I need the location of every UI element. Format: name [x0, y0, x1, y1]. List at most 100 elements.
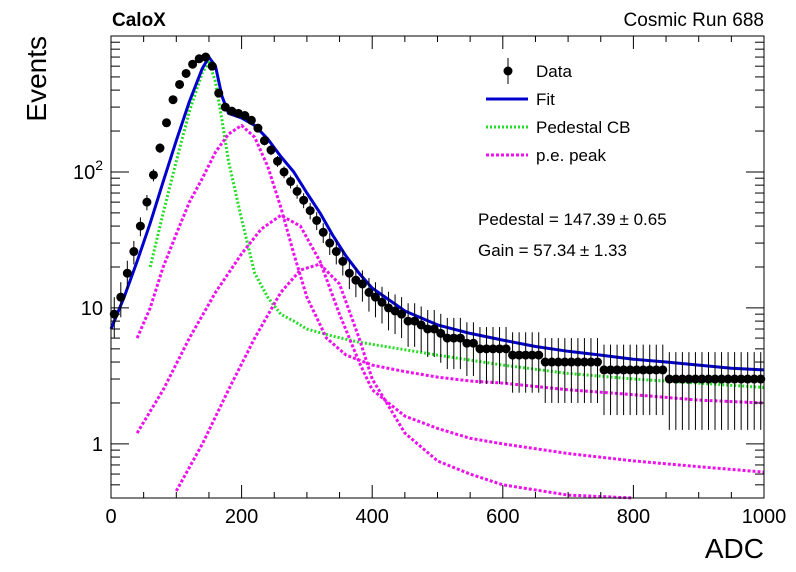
legend-label-data: Data [536, 62, 572, 81]
data-marker [240, 111, 250, 121]
data-marker [599, 365, 609, 375]
data-marker [717, 374, 727, 384]
data-point [717, 352, 727, 430]
data-marker [155, 143, 165, 153]
data-point [181, 68, 191, 78]
data-point [664, 352, 674, 430]
data-point [566, 338, 576, 403]
data-marker [331, 247, 341, 257]
data-point [481, 327, 491, 384]
data-point [325, 233, 335, 255]
data-marker [201, 52, 211, 62]
data-marker [286, 177, 296, 187]
data-marker [312, 215, 322, 225]
data-marker [220, 102, 230, 112]
legend-label-fit: Fit [536, 90, 555, 109]
data-marker [292, 186, 302, 196]
data-marker [148, 170, 158, 180]
data-marker [259, 136, 269, 146]
data-marker [273, 156, 283, 166]
legend-item-pe: p.e. peak [486, 146, 606, 165]
legend-item-data: Data [503, 58, 572, 84]
y-axis-title: Events [21, 36, 52, 122]
data-marker [527, 350, 537, 360]
data-point [292, 184, 302, 199]
data-point [697, 352, 707, 430]
data-point [364, 277, 374, 312]
data-marker [455, 333, 465, 343]
data-marker [671, 374, 681, 384]
data-marker [723, 374, 733, 384]
data-point [606, 344, 616, 416]
data-point [188, 59, 198, 69]
data-point [162, 118, 172, 128]
data-marker [370, 292, 380, 302]
data-marker [266, 145, 276, 155]
data-point [645, 344, 655, 416]
data-point [266, 145, 276, 156]
data-point [579, 338, 589, 403]
data-marker [214, 88, 224, 98]
data-marker [135, 221, 145, 231]
data-marker [749, 374, 759, 384]
data-point [416, 306, 426, 352]
data-marker [410, 316, 420, 326]
pe-peak-curve [174, 262, 634, 500]
data-marker [357, 279, 367, 289]
data-point [743, 352, 753, 430]
data-marker [416, 320, 426, 330]
data-marker [514, 350, 524, 360]
x-tick-label: 200 [225, 506, 258, 528]
data-point [148, 169, 158, 182]
data-point [312, 212, 322, 231]
data-marker [743, 374, 753, 384]
data-point [723, 352, 733, 430]
data-point [357, 270, 367, 302]
x-axis: 0 200 400 600 800 1000 [105, 36, 786, 528]
data-marker [632, 365, 642, 375]
data-point [514, 332, 524, 393]
data-marker [462, 338, 472, 348]
data-point [462, 322, 472, 377]
data-marker [338, 256, 348, 266]
data-point [449, 317, 459, 370]
data-marker [488, 344, 498, 354]
data-marker [697, 374, 707, 384]
legend-label-pe: p.e. peak [536, 146, 606, 165]
data-point [142, 194, 152, 211]
pe-peak-curve [135, 123, 765, 405]
data-marker [730, 374, 740, 384]
data-marker [436, 328, 446, 338]
data-point [279, 166, 289, 179]
data-marker [481, 344, 491, 354]
data-marker [690, 374, 700, 384]
data-point [599, 344, 609, 416]
data-marker [606, 365, 616, 375]
data-marker [592, 357, 602, 367]
data-point [220, 102, 230, 112]
data-point [736, 352, 746, 430]
data-point [749, 352, 759, 430]
data-point [495, 327, 505, 384]
data-marker [573, 357, 583, 367]
data-point [521, 332, 531, 393]
data-marker [344, 268, 354, 278]
legend-item-fit: Fit [486, 90, 555, 109]
data-marker [658, 365, 668, 375]
data-marker [677, 374, 687, 384]
run-label: Cosmic Run 688 [624, 10, 764, 31]
data-point [175, 79, 185, 89]
data-point [410, 303, 420, 347]
data-marker [253, 123, 263, 133]
data-point [436, 313, 446, 363]
data-point [318, 223, 328, 244]
data-point [455, 317, 465, 370]
data-marker [122, 268, 132, 278]
x-tick-label: 400 [356, 506, 389, 528]
pedestal-result: Pedestal = 147.39 ± 0.65 [478, 210, 667, 229]
data-point [592, 338, 602, 403]
data-marker [377, 297, 387, 307]
data-point [429, 310, 439, 358]
data-point [240, 111, 250, 121]
